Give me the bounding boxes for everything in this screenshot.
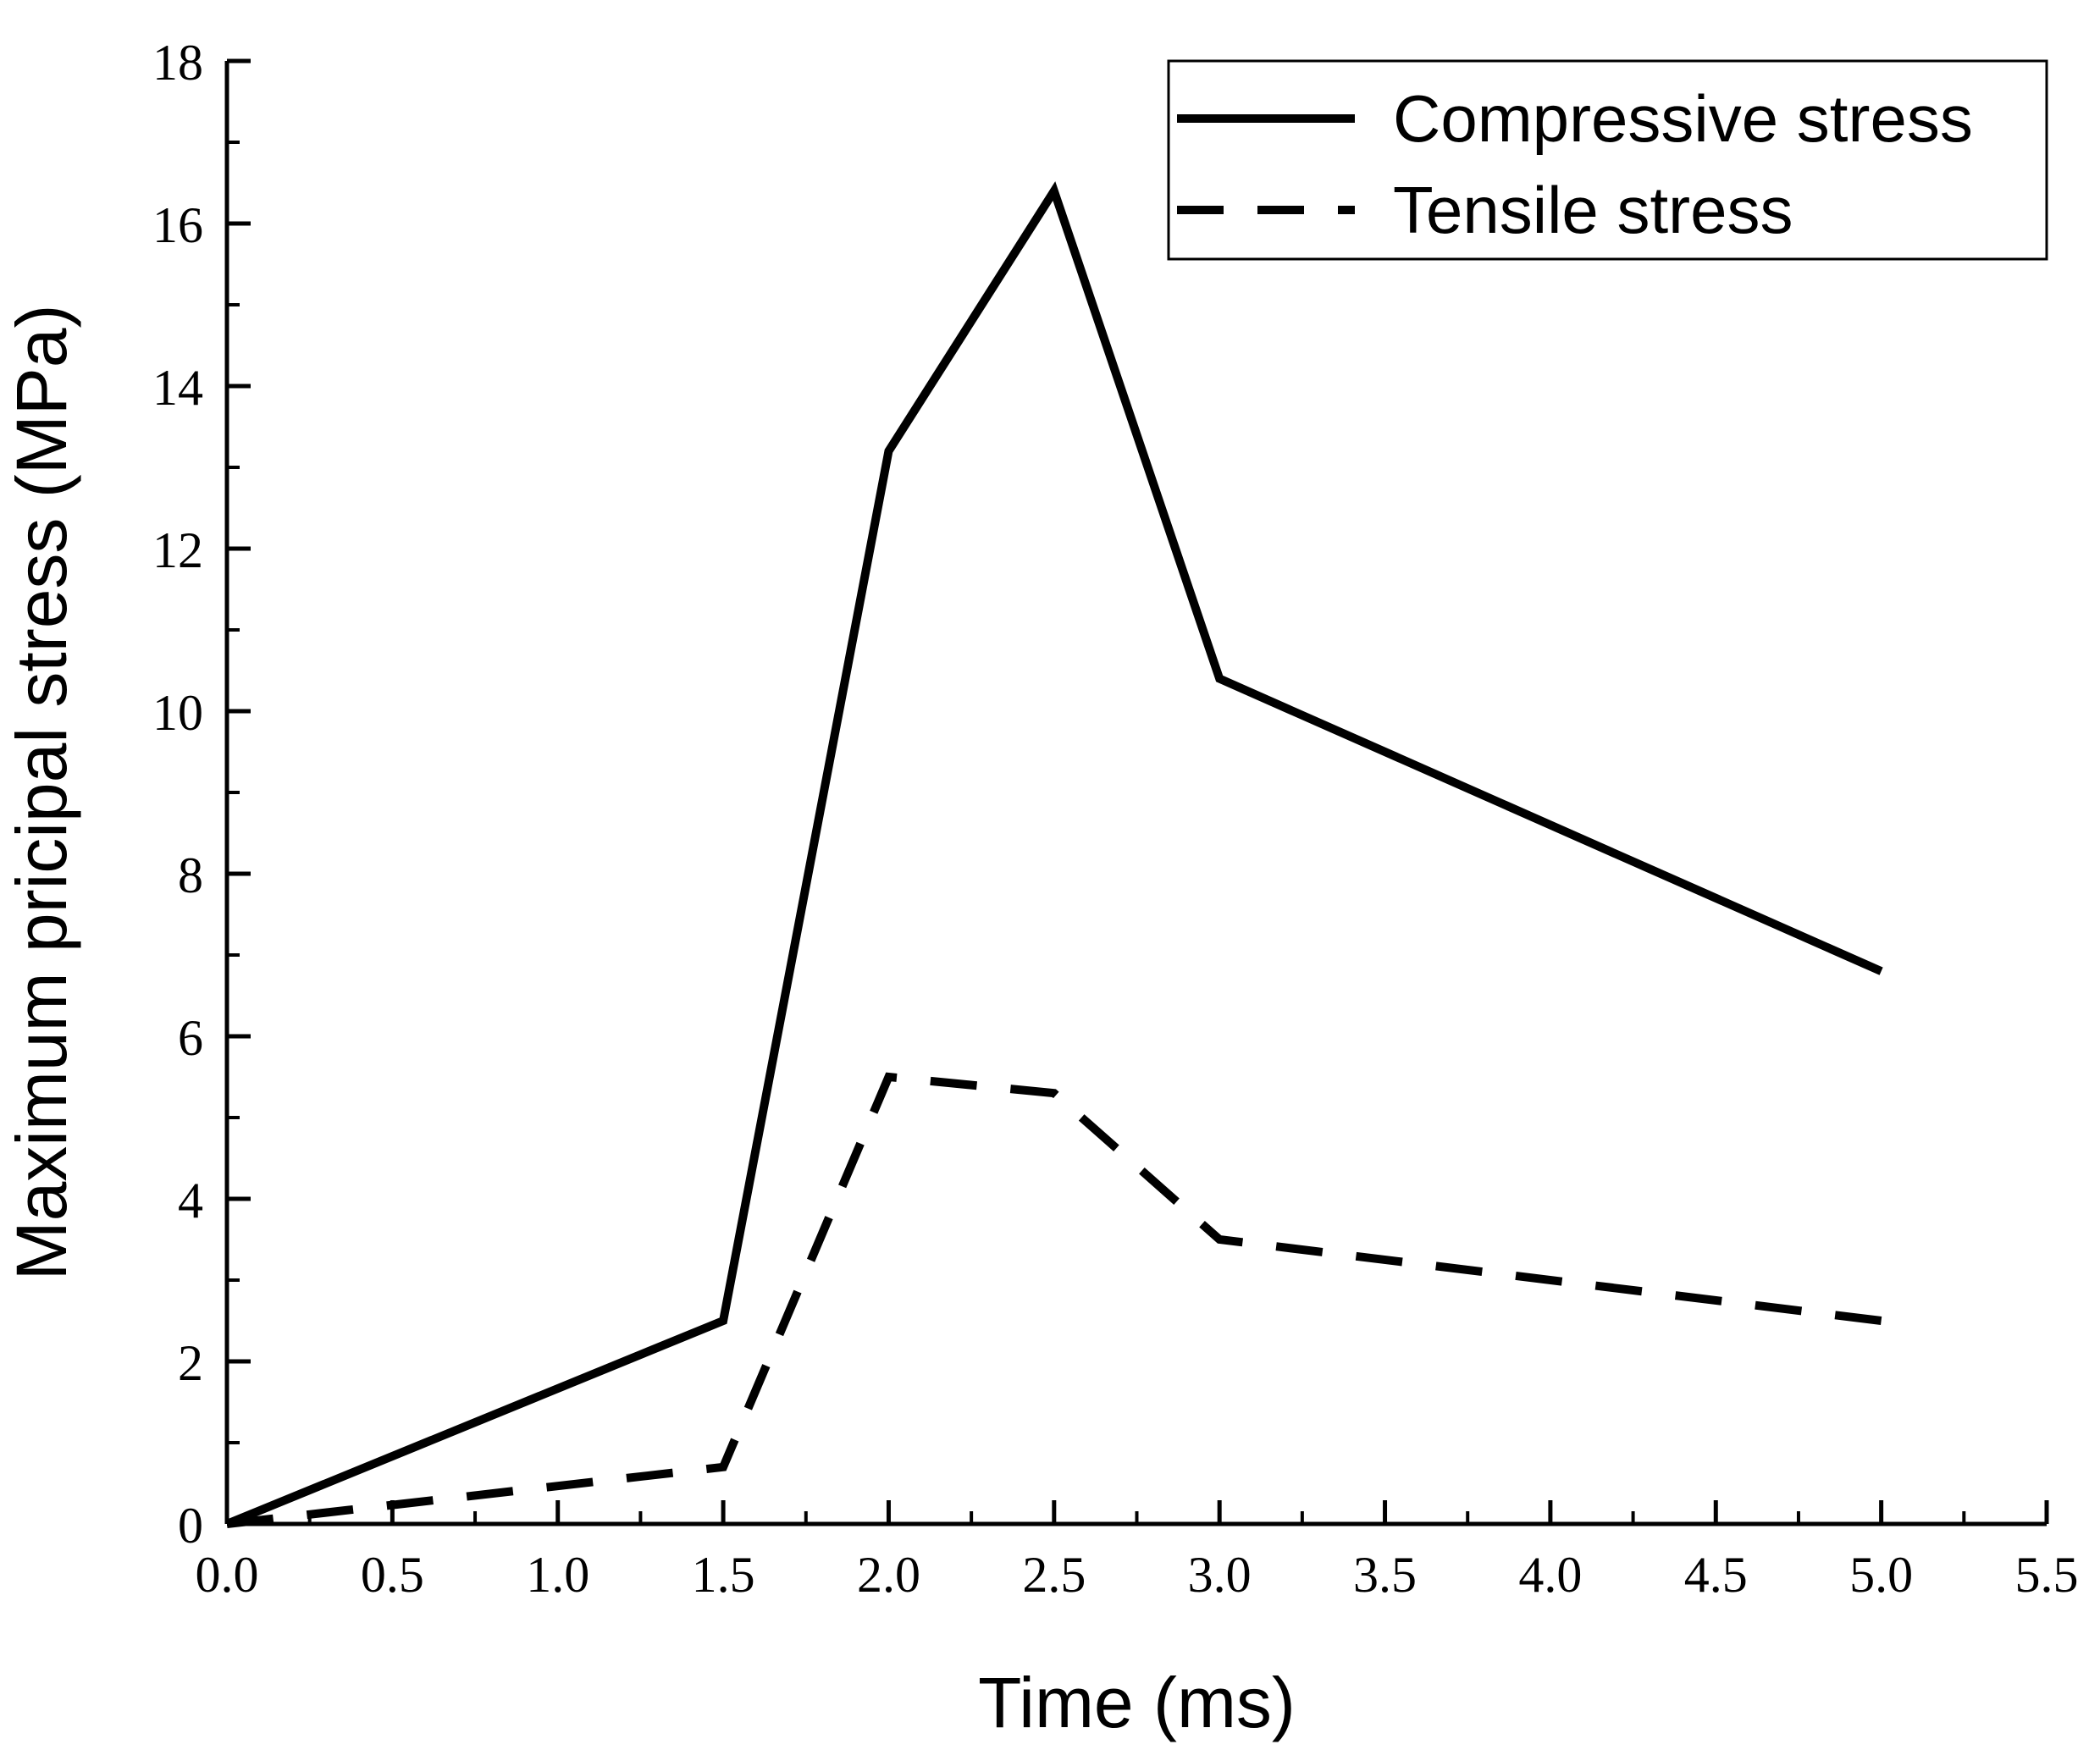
legend-box xyxy=(1167,59,2048,261)
y-tick-label: 8 xyxy=(178,847,203,903)
x-tick-label: 0.0 xyxy=(196,1547,259,1603)
x-tick-label: 1.5 xyxy=(692,1547,755,1603)
series-line-compressive-stress xyxy=(225,181,1883,1528)
x-tick-label: 0.5 xyxy=(361,1547,424,1603)
x-tick-label: 5.5 xyxy=(2015,1547,2079,1603)
legend-label-compressive-stress: Compressive stress xyxy=(1393,81,1973,156)
y-tick-label: 4 xyxy=(178,1173,203,1228)
x-tick-label: 5.0 xyxy=(1849,1547,1913,1603)
y-tick-label: 2 xyxy=(178,1335,203,1391)
series-line-tensile-stress xyxy=(226,1072,1882,1528)
legend: Compressive stress Tensile stress xyxy=(1167,59,2048,261)
x-tick-label: 3.5 xyxy=(1353,1547,1417,1603)
y-tick-label: 14 xyxy=(152,360,203,416)
x-tick-label: 2.5 xyxy=(1022,1547,1086,1603)
x-tick-label: 2.0 xyxy=(857,1547,920,1603)
y-tick-label: 16 xyxy=(152,197,203,253)
y-axis-title: Maximum pricipal stress (MPa) xyxy=(2,305,81,1281)
x-axis-title: Time (ms) xyxy=(978,1663,1296,1742)
x-tick-label: 4.5 xyxy=(1684,1547,1748,1603)
y-tick-label: 6 xyxy=(178,1010,203,1066)
x-tick-label: 1.0 xyxy=(526,1547,589,1603)
x-tick-label: 3.0 xyxy=(1188,1547,1252,1603)
y-tick-label: 10 xyxy=(152,685,203,741)
y-tick-label: 12 xyxy=(152,522,203,578)
x-tick-label: 4.0 xyxy=(1518,1547,1582,1603)
series-layer xyxy=(225,181,1883,1528)
y-tick-label: 0 xyxy=(178,1498,203,1554)
legend-label-tensile-stress: Tensile stress xyxy=(1393,173,1793,247)
ticks-layer: 0.0 0.5 1.0 1.5 2.0 2.5 3.0 3.5 4.0 4.5 5.0 5.5 0 2 4 6… xyxy=(152,35,2079,1603)
y-tick-label: 18 xyxy=(152,35,203,91)
